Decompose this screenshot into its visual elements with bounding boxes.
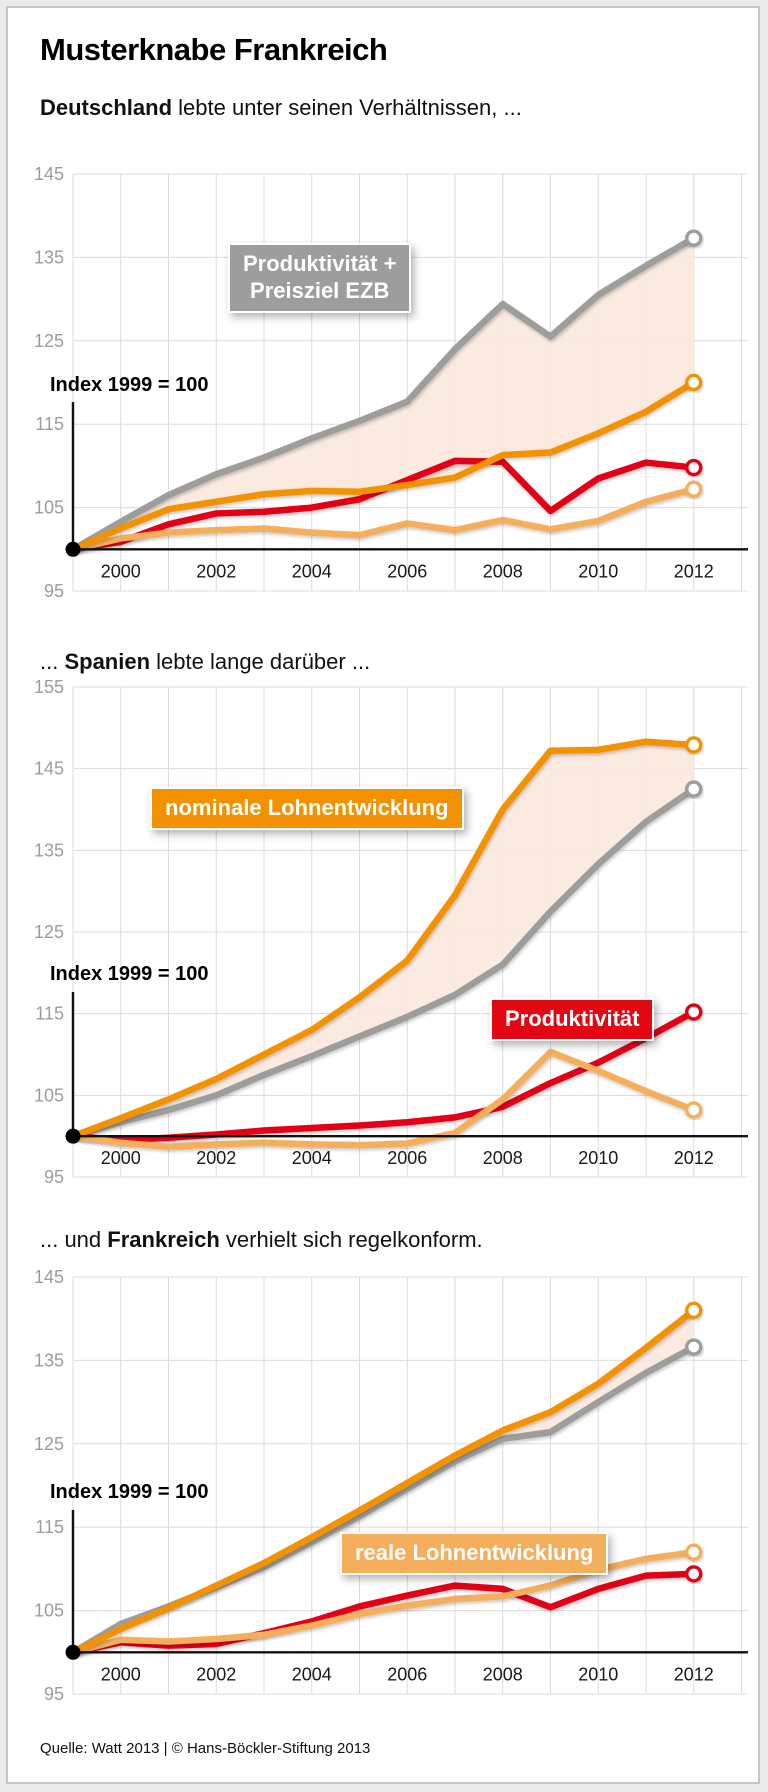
- endpoint-marker-orange: [685, 373, 703, 392]
- x-tick-label: 2002: [196, 1664, 236, 1684]
- heading-post: lebte lange darüber ...: [150, 649, 371, 674]
- axis-note-germany: Index 1999 = 100: [50, 374, 209, 396]
- series-label-text: Preisziel EZB: [250, 277, 390, 303]
- chart-heading-france: ... und Frankreich verhielt sich regelko…: [40, 1227, 483, 1253]
- y-tick-label: 145: [34, 759, 64, 779]
- endpoint-marker-light_orange: [685, 1101, 703, 1119]
- y-tick-label: 145: [34, 164, 64, 184]
- x-tick-label: 2012: [674, 561, 714, 581]
- endpoint-marker-red: [685, 1003, 703, 1021]
- endpoint-marker-orange: [685, 736, 703, 754]
- y-tick-label: 135: [34, 247, 64, 267]
- x-tick-label: 2000: [101, 561, 141, 581]
- series-label-box-light_orange: reale Lohnentwicklung: [340, 1532, 609, 1575]
- endpoint-marker-light_orange: [685, 480, 703, 498]
- y-tick-label: 95: [44, 1684, 64, 1704]
- endpoint-marker-red: [685, 458, 703, 477]
- gridlines: [72, 1276, 748, 1695]
- endpoint-marker-orange: [685, 1301, 703, 1320]
- series-label-text: Produktivität +: [243, 251, 397, 276]
- series-line-orange: [69, 738, 697, 1140]
- x-tick-label: 2004: [292, 1148, 332, 1168]
- x-tick-label: 2000: [101, 1664, 141, 1684]
- chart-frankreich: 145 135 125 115 105 95 2000 2002 2004 2006 2008 201…: [34, 1267, 748, 1704]
- page-title: Musterknabe Frankreich: [40, 32, 388, 67]
- heading-post: lebte unter seinen Verhältnissen, ...: [172, 95, 522, 120]
- y-tick-label: 105: [34, 498, 64, 518]
- y-tick-label: 115: [35, 414, 64, 434]
- x-tick-label: 2004: [292, 1664, 332, 1684]
- y-tick-label: 95: [44, 1167, 64, 1187]
- x-tick-label: 2006: [387, 561, 427, 581]
- series-label-text: nominale Lohnentwicklung: [165, 795, 449, 820]
- y-tick-label: 95: [44, 581, 64, 601]
- axis-note-spain: Index 1999 = 100: [50, 963, 209, 985]
- series-label-text: Produktivität: [505, 1006, 640, 1031]
- axis-note-france: Index 1999 = 100: [50, 1481, 209, 1503]
- chart-deutschland: 145 135 125 115 105 95 2000 2002 2004 2006 2008 201…: [34, 164, 748, 601]
- endpoint-marker-gray: [685, 780, 703, 798]
- heading-pre: ...: [40, 649, 65, 674]
- start-dot-1999: [65, 1128, 81, 1144]
- series-line-orange: [69, 1307, 697, 1656]
- heading-country: Spanien: [64, 649, 151, 674]
- series-label-text: reale Lohnentwicklung: [355, 1540, 594, 1565]
- x-tick-label: 2002: [196, 561, 236, 581]
- start-dot-1999: [65, 541, 81, 557]
- chart-spanien: 155 145 135 125 115 105 95 2000 2002 2004 2006 2008…: [34, 677, 748, 1187]
- y-tick-label: 155: [34, 677, 64, 697]
- y-tick-label: 115: [35, 1004, 64, 1024]
- y-tick-label: 105: [34, 1601, 64, 1621]
- heading-post: verhielt sich regelkonform.: [219, 1227, 483, 1252]
- endpoint-marker-light_orange: [685, 1543, 703, 1561]
- series-line-light_orange: [69, 486, 697, 553]
- x-tick-label: 2006: [387, 1148, 427, 1168]
- y-tick-label: 135: [34, 840, 64, 860]
- y-tick-label: 115: [35, 1517, 64, 1537]
- series-label-box-orange: nominale Lohnentwicklung: [150, 787, 464, 830]
- chart-heading-germany: Deutschland lebte unter seinen Verhältni…: [40, 95, 522, 121]
- x-tick-label: 2006: [387, 1664, 427, 1684]
- series-line-light_orange: [69, 1048, 697, 1151]
- y-tick-label: 145: [34, 1267, 64, 1287]
- x-tick-label: 2012: [674, 1148, 714, 1168]
- series-line-gray: [69, 234, 697, 553]
- y-tick-label: 125: [34, 1434, 64, 1454]
- heading-country: Deutschland: [40, 95, 173, 120]
- y-tick-label: 125: [34, 331, 64, 351]
- x-tick-label: 2012: [674, 1664, 714, 1684]
- endpoint-marker-gray: [685, 229, 703, 247]
- heading-country: Frankreich: [107, 1227, 220, 1252]
- y-tick-label: 125: [34, 922, 64, 942]
- x-tick-label: 2002: [196, 1148, 236, 1168]
- chart-heading-spain: ... Spanien lebte lange darüber ...: [40, 649, 370, 675]
- series-line-red: [69, 1570, 697, 1656]
- x-tick-label: 2010: [578, 1148, 618, 1168]
- y-tick-label: 105: [34, 1085, 64, 1105]
- x-tick-label: 2004: [292, 561, 332, 581]
- series-line-gray: [69, 785, 697, 1140]
- x-tick-label: 2008: [483, 1148, 523, 1168]
- x-tick-label: 2008: [483, 1664, 523, 1684]
- heading-pre: ... und: [40, 1227, 108, 1252]
- band-fill: [73, 741, 694, 1137]
- source-line: Quelle: Watt 2013 | © Hans-Böckler-Stift…: [40, 1740, 371, 1757]
- x-tick-label: 2000: [101, 1148, 141, 1168]
- endpoint-marker-red: [685, 1565, 703, 1583]
- series-label-box-gray: Produktivität + Preisziel EZB: [228, 243, 412, 313]
- x-tick-label: 2010: [578, 561, 618, 581]
- x-tick-label: 2010: [578, 1664, 618, 1684]
- series-label-box-red: Produktivität: [490, 998, 655, 1041]
- x-tick-label: 2008: [483, 561, 523, 581]
- start-dot-1999: [65, 1644, 81, 1660]
- y-tick-label: 135: [34, 1350, 64, 1370]
- endpoint-marker-gray: [685, 1338, 703, 1356]
- series-line-orange: [69, 379, 697, 553]
